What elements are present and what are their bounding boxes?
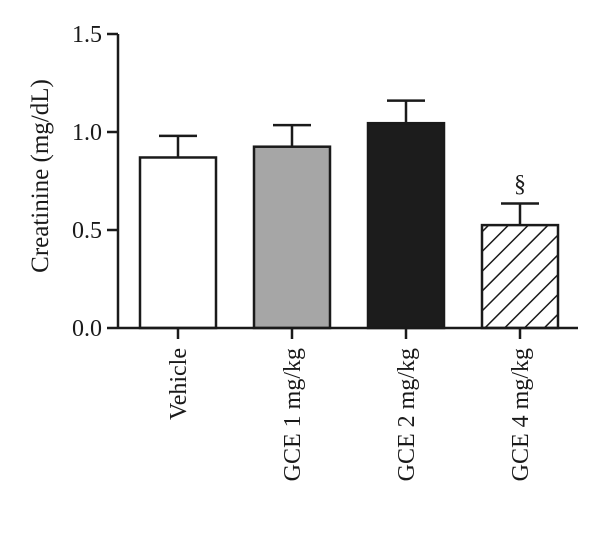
significance-marker: § [514, 172, 526, 198]
x-tick-label-gce-1-mg-kg: GCE 1 mg/kg [280, 348, 306, 481]
labels-layer: Vehicle GCE 1 mg/kg GCE 2 mg/kg GCE 4 mg/kg… [72, 22, 534, 481]
bars-layer [138, 121, 560, 330]
axes-layer [107, 32, 578, 339]
x-tick-label-vehicle: Vehicle [166, 348, 192, 420]
y-tick-label: 0.0 [72, 316, 102, 342]
bar-gce-4-mg-kg [480, 223, 560, 330]
y-tick-label: 1.5 [72, 22, 102, 48]
x-tick-label-gce-4-mg-kg: GCE 4 mg/kg [508, 348, 534, 481]
x-tick-label-gce-2-mg-kg: GCE 2 mg/kg [394, 348, 420, 481]
bar-gce-1-mg-kg [252, 145, 332, 330]
y-tick-label: 0.5 [72, 218, 102, 244]
bar-vehicle [138, 156, 218, 330]
y-tick-label: 1.0 [72, 120, 102, 146]
bar-gce-2-mg-kg [366, 121, 446, 330]
y-axis-title: Creatinine (mg/dL) [27, 79, 54, 273]
error-bars-layer [159, 99, 539, 226]
